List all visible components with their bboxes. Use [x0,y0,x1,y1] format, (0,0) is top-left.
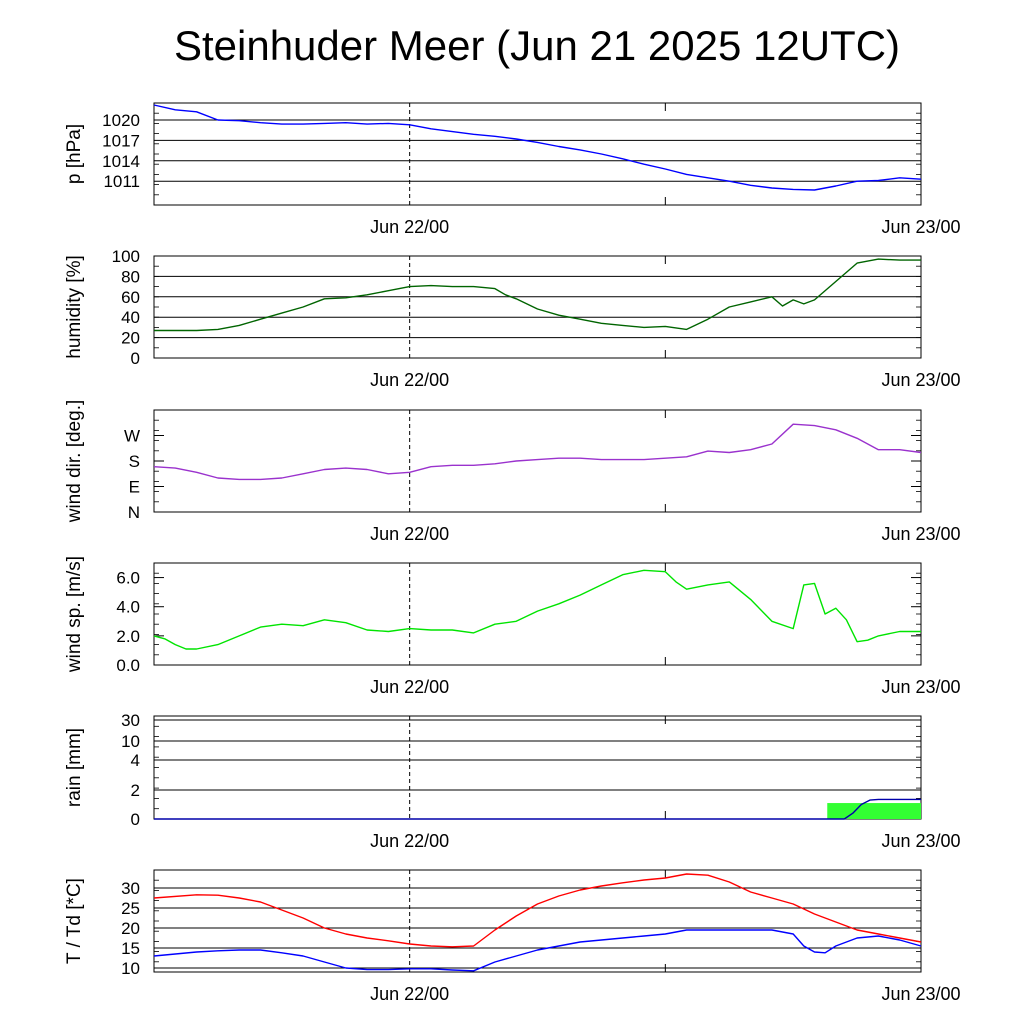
y-tick-label: 4 [131,751,140,770]
y-tick-label: 1017 [102,131,140,150]
y-axis-label: wind sp. [m/s] [64,556,85,673]
y-axis-label: rain [mm] [64,728,85,807]
series-line-1 [154,258,921,332]
y-tick-label: 10 [121,959,140,978]
chart-title: Steinhuder Meer (Jun 21 2025 12UTC) [173,22,901,69]
y-axis-label: T / Td [*C] [64,878,85,964]
series-line-1 [153,423,922,481]
y-axis-label: humidity [%] [64,255,85,358]
y-tick-label: S [129,452,140,471]
y-tick-label: 20 [121,329,140,348]
y-tick-label: 1014 [102,152,140,171]
y-tick-label: 100 [112,247,140,266]
x-tick-label: Jun 22/00 [370,524,449,544]
series-line-1 [153,569,921,650]
y-tick-label: 25 [121,899,140,918]
x-tick-label: Jun 23/00 [881,984,960,1004]
y-tick-label: 1011 [103,172,140,191]
x-tick-label: Jun 23/00 [881,217,960,237]
y-tick-label: 0 [131,349,140,368]
y-tick-label: 4.0 [116,598,140,617]
y-tick-label: N [128,503,140,522]
y-tick-label: 15 [121,939,140,958]
x-tick-label: Jun 22/00 [370,831,449,851]
x-tick-label: Jun 23/00 [881,677,960,697]
y-tick-label: 30 [121,879,140,898]
x-tick-label: Jun 22/00 [370,217,449,237]
x-tick-label: Jun 23/00 [881,831,960,851]
x-tick-label: Jun 22/00 [370,984,449,1004]
y-axis-label: p [hPa] [64,124,85,184]
y-tick-label: 0.0 [116,656,140,675]
x-tick-label: Jun 22/00 [370,370,449,390]
series-line-1 [154,798,921,820]
y-tick-label: 2 [131,781,140,800]
series-line-2 [153,929,922,972]
rain-bar [827,803,921,819]
panel-frame [153,255,922,359]
y-tick-label: 60 [121,288,140,307]
panel-frame [153,715,922,820]
y-axis-label: wind dir. [deg.] [64,400,85,524]
y-tick-label: W [124,427,140,446]
y-tick-label: 20 [121,919,140,938]
y-tick-label: 40 [121,308,140,327]
series-line-1 [153,104,922,191]
y-tick-label: 0 [131,810,140,829]
y-tick-label: E [129,478,140,497]
y-tick-label: 6.0 [116,569,140,588]
x-tick-label: Jun 22/00 [370,677,449,697]
y-tick-label: 80 [121,267,140,286]
y-tick-label: 30 [121,711,140,730]
y-tick-label: 10 [121,732,140,751]
y-tick-label: 2.0 [116,627,140,646]
x-tick-label: Jun 23/00 [881,370,960,390]
series-line-1 [153,873,922,948]
panel-frame [153,562,922,666]
panel-frame [153,869,922,973]
x-tick-label: Jun 23/00 [881,524,960,544]
y-tick-label: 1020 [102,111,140,130]
